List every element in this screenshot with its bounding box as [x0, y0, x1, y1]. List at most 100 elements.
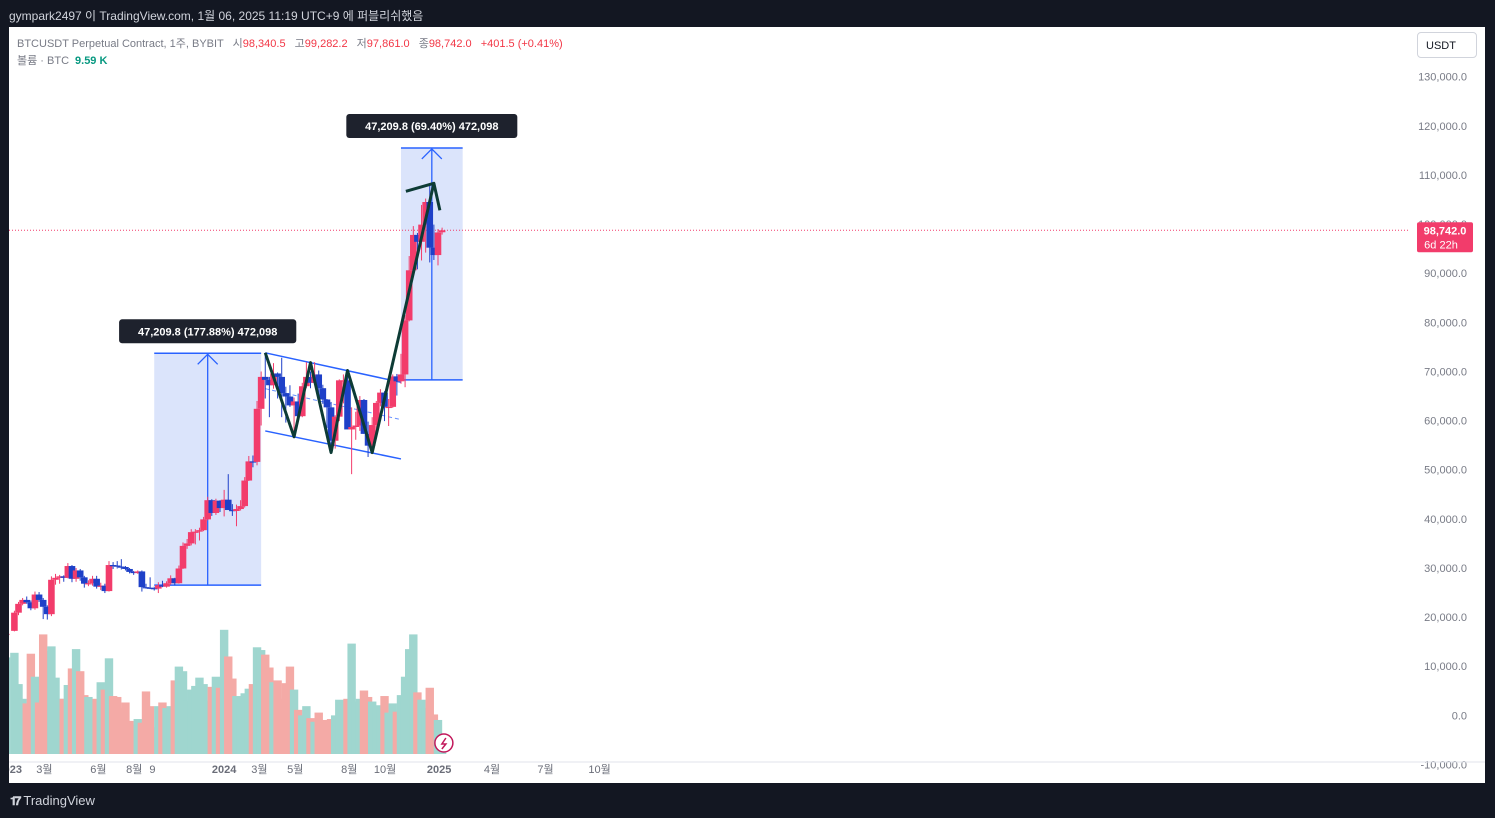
- candle: [208, 499, 216, 516]
- candle: [150, 586, 158, 591]
- volume-label: 볼륨 · BTC: [17, 55, 70, 67]
- candle: [155, 582, 162, 594]
- y-tick-label: 70,000.0: [1424, 366, 1467, 378]
- candle: [52, 573, 59, 585]
- candle: [85, 580, 92, 587]
- candle: [171, 577, 179, 586]
- x-tick-label: 2024: [212, 764, 237, 776]
- price-axis[interactable]: [1409, 27, 1485, 783]
- low-value: 97,861.0: [366, 38, 410, 50]
- high-value: 99,282.2: [304, 38, 348, 50]
- candle: [60, 575, 68, 582]
- candle: [261, 352, 269, 399]
- candle: [389, 374, 397, 408]
- y-tick-label: 90,000.0: [1424, 268, 1467, 280]
- candle: [393, 373, 401, 396]
- price-chart[interactable]: 130,000.0120,000.0110,000.0100,000.090,0…: [9, 27, 1485, 783]
- bar-countdown: 6d 22h: [1424, 239, 1458, 251]
- candle: [220, 489, 228, 517]
- candle: [48, 576, 55, 617]
- candle: [72, 567, 80, 582]
- candle: [257, 371, 265, 426]
- candle: [401, 314, 409, 388]
- candle: [134, 570, 142, 574]
- y-tick-label: 80,000.0: [1424, 317, 1467, 329]
- candle: [368, 417, 376, 448]
- footer-bar: 𝟏𝟕 TradingView: [0, 783, 1495, 818]
- candle: [278, 357, 286, 418]
- chart-panel[interactable]: 130,000.0120,000.0110,000.0100,000.090,0…: [9, 27, 1485, 783]
- candle: [200, 516, 207, 532]
- candle: [118, 559, 125, 570]
- zigzag-arrow-head: [405, 181, 442, 211]
- y-tick-label: 20,000.0: [1424, 612, 1467, 624]
- measure-label: 47,209.8 (69.40%) 472,098: [365, 121, 498, 133]
- candle: [327, 401, 335, 453]
- candle: [348, 407, 355, 475]
- candle: [19, 597, 26, 606]
- open-label: 시: [232, 38, 243, 50]
- y-tick-label: 0.0: [1452, 710, 1467, 722]
- x-tick-label: 4월: [484, 763, 500, 776]
- candle: [68, 565, 76, 583]
- volume-bar: [9, 657, 11, 754]
- candle: [167, 575, 174, 585]
- candle: [93, 575, 100, 589]
- candle: [101, 583, 109, 594]
- x-tick-label: 7월: [537, 763, 553, 776]
- candle: [179, 542, 187, 569]
- candle: [373, 400, 380, 433]
- y-tick-label: 120,000.0: [1418, 121, 1467, 133]
- change-value: +401.5 (+0.41%): [480, 38, 563, 50]
- candle: [56, 574, 63, 584]
- candle: [229, 504, 236, 516]
- open-value: 98,340.5: [242, 38, 286, 50]
- y-tick-label: 110,000.0: [1419, 170, 1467, 182]
- candle: [249, 455, 257, 468]
- candle: [438, 227, 446, 235]
- y-tick-label: 50,000.0: [1424, 465, 1467, 477]
- candle: [187, 529, 195, 546]
- y-tick-label: 130,000.0: [1418, 72, 1467, 84]
- candle: [89, 575, 96, 586]
- candle: [113, 561, 121, 569]
- candle: [204, 496, 211, 521]
- candle: [323, 398, 331, 428]
- candle: [224, 474, 232, 511]
- x-tick-label: 9: [149, 764, 155, 776]
- candle: [266, 376, 273, 418]
- candle: [31, 591, 39, 610]
- close-label: 종: [418, 38, 429, 50]
- x-tick-label: 10월: [374, 763, 396, 776]
- candle: [175, 565, 183, 584]
- volume-legend: 볼륨 · BTC 9.59 K: [17, 52, 107, 68]
- candle: [35, 592, 43, 602]
- candle: [183, 539, 191, 549]
- candle: [434, 229, 442, 266]
- x-tick-label: 2023: [9, 764, 22, 776]
- symbol-title: BTCUSDT Perpetual Contract, 1주, BYBIT: [17, 38, 224, 50]
- candle: [216, 500, 224, 512]
- last-price-tag: 98,742.0 6d 22h: [1417, 222, 1473, 253]
- measure-label-box: [119, 319, 297, 344]
- zigzag-pattern[interactable]: [263, 183, 436, 455]
- candle: [138, 570, 146, 592]
- candle: [105, 561, 113, 592]
- lightning-icon[interactable]: [434, 733, 454, 753]
- y-tick-label: 60,000.0: [1424, 416, 1467, 428]
- currency-button[interactable]: USDT: [1417, 32, 1477, 58]
- candle: [397, 353, 405, 384]
- candle: [307, 371, 314, 389]
- measure-label-box: [346, 113, 518, 138]
- candle: [245, 455, 253, 482]
- measure-arrow-head: [197, 353, 219, 365]
- x-tick-label: 2025: [427, 764, 451, 776]
- candle: [253, 400, 261, 466]
- channel-upper-line[interactable]: [265, 352, 402, 384]
- candle: [44, 605, 51, 620]
- tradingview-logo[interactable]: 𝟏𝟕 TradingView: [10, 793, 95, 809]
- x-tick-label: 8월: [341, 763, 357, 776]
- x-tick-label: 6월: [90, 763, 106, 776]
- close-value: 98,742.0: [428, 38, 472, 50]
- y-tick-label: 40,000.0: [1424, 514, 1467, 526]
